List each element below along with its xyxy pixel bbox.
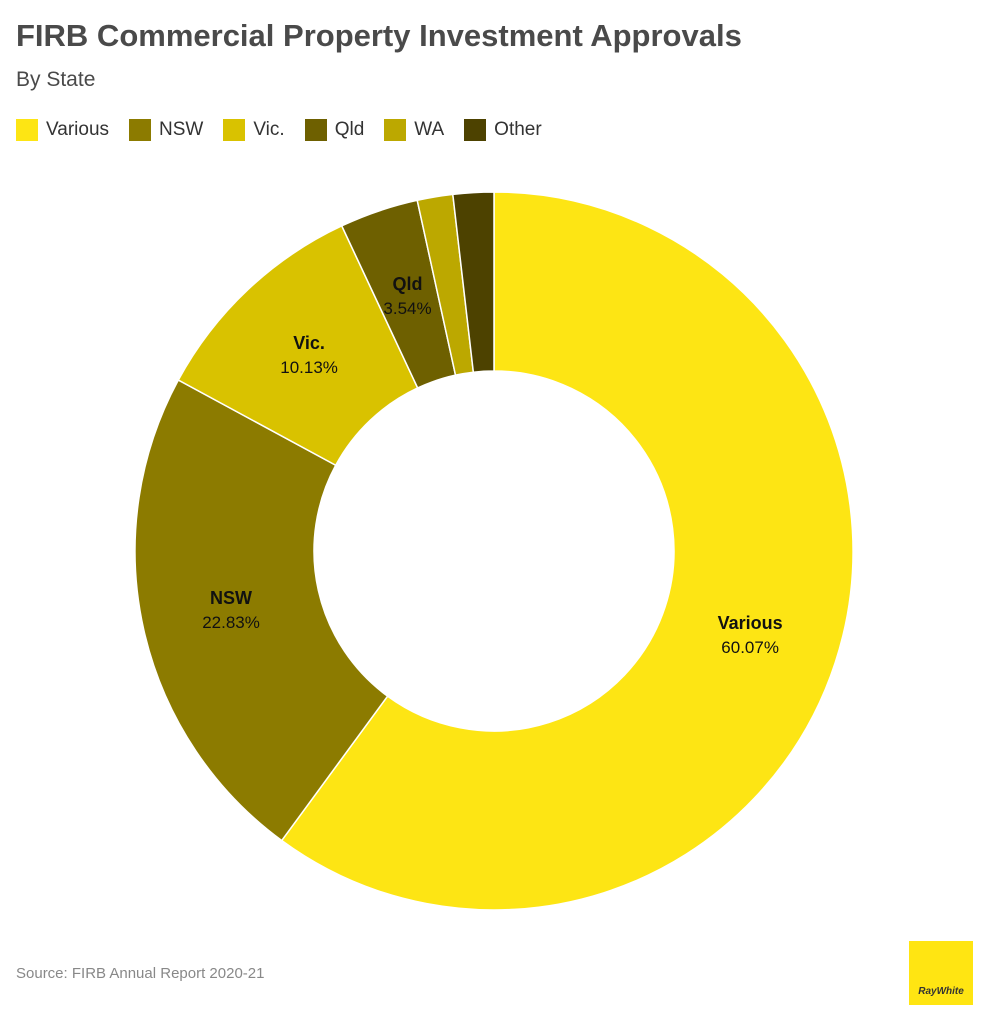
legend-label: Various (46, 119, 110, 140)
legend-item-other[interactable]: Other (464, 119, 542, 141)
slice-value-vic: 10.13% (280, 358, 338, 377)
chart-subtitle: By State (16, 68, 96, 91)
legend-swatch (304, 119, 327, 141)
legend-item-vic[interactable]: Vic. (223, 119, 285, 141)
slice-nsw[interactable] (134, 379, 389, 842)
logo-text: RayWhite (918, 986, 964, 997)
slice-value-various: 60.07% (721, 638, 779, 657)
slice-value-qld: 3.54% (383, 299, 431, 318)
legend-swatch (464, 119, 487, 141)
slice-label-vic: Vic. (293, 333, 325, 353)
legend-item-wa[interactable]: WA (384, 119, 444, 141)
legend-swatch (223, 119, 246, 141)
legend-label: Other (494, 119, 542, 140)
legend-label: Qld (334, 119, 365, 140)
legend-item-qld[interactable]: Qld (304, 119, 365, 141)
slice-label-various: Various (718, 613, 783, 633)
legend-label: NSW (159, 119, 204, 140)
legend-swatch (16, 119, 38, 141)
slice-label-qld: Qld (393, 274, 423, 294)
legend-item-various[interactable]: Various (16, 119, 109, 141)
legend-item-nsw[interactable]: NSW (129, 119, 203, 141)
source-note: Source: FIRB Annual Report 2020-21 (16, 965, 265, 982)
donut-chart: Various 60.07% NSW 22.83% Vic. 10.13% Qld 3.54% (134, 191, 854, 911)
slice-other[interactable] (451, 191, 495, 374)
slice-value-nsw: 22.83% (202, 613, 260, 632)
raywhite-logo: RayWhite (909, 941, 973, 1005)
legend-label: Vic. (253, 119, 285, 140)
legend-swatch (129, 119, 152, 141)
chart-title: FIRB Commercial Property Investment Appr… (16, 18, 742, 53)
slice-label-nsw: NSW (210, 588, 252, 608)
chart-legend: Various NSW Vic. Qld WA Other (16, 119, 562, 141)
slice-various[interactable] (280, 191, 854, 911)
legend-swatch (384, 119, 407, 141)
legend-label: WA (414, 119, 445, 140)
